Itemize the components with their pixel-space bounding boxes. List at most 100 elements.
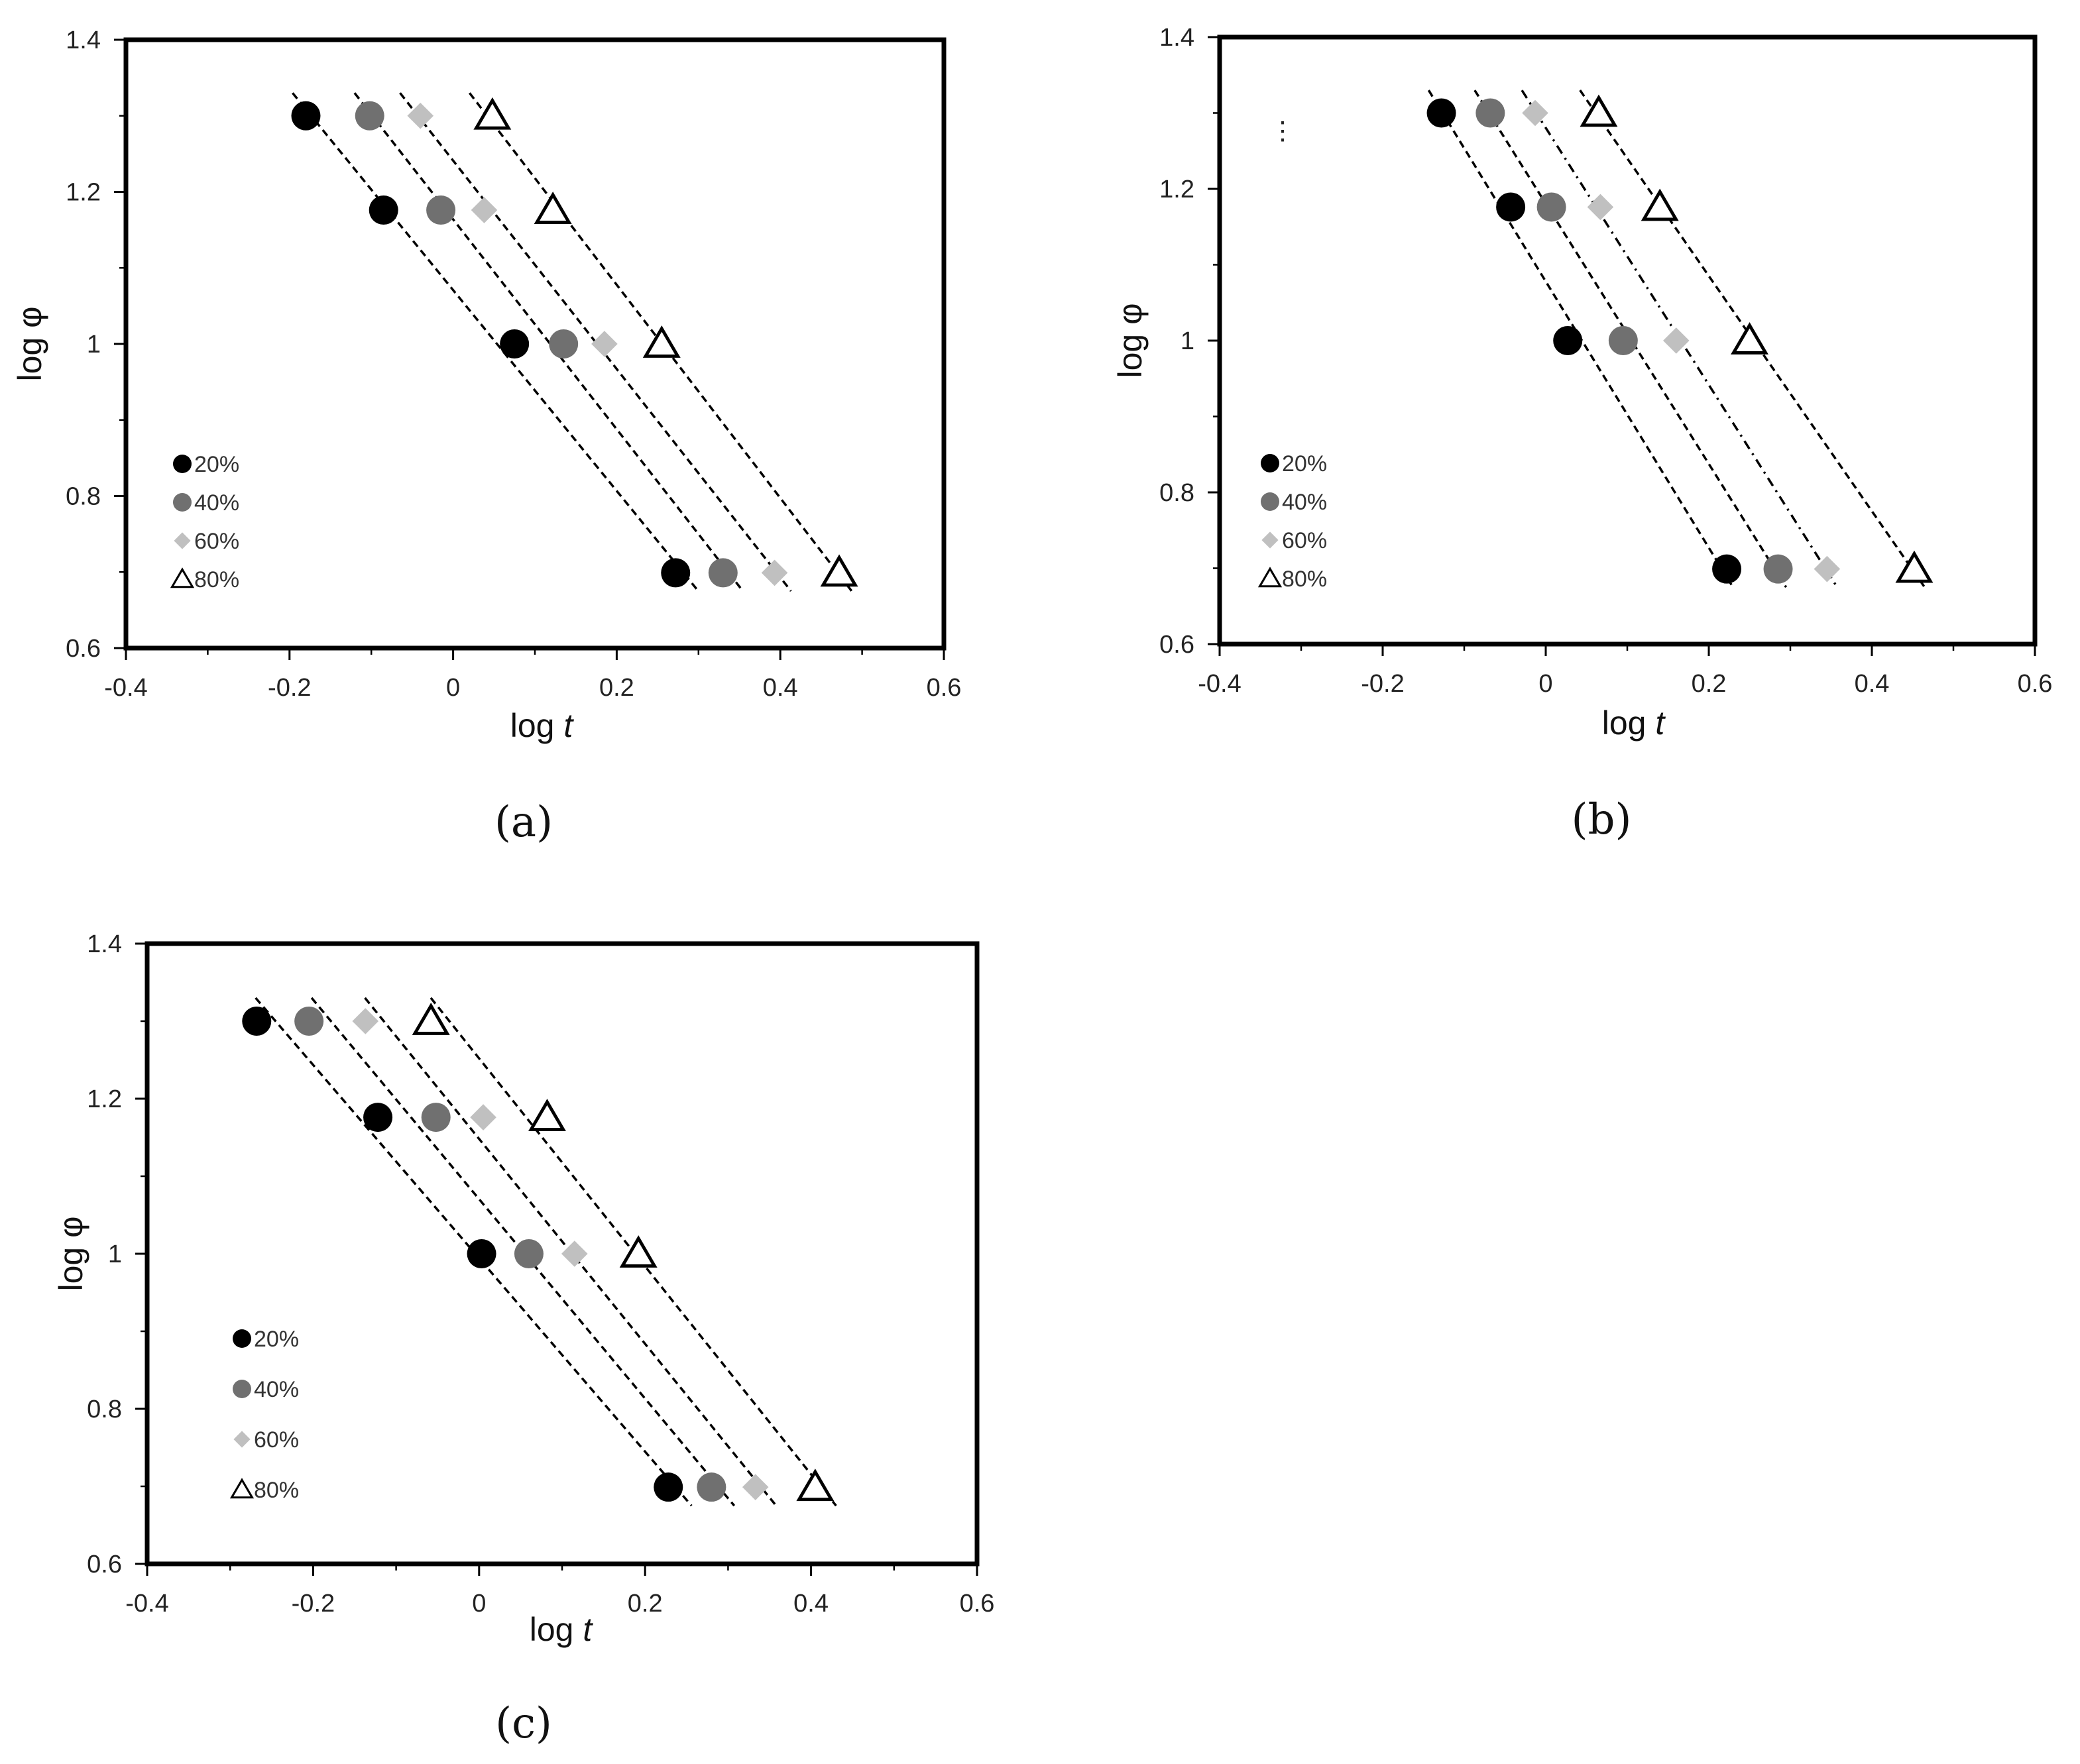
data-point-40pct — [708, 558, 738, 588]
x-axis-title: log t — [1602, 704, 1666, 742]
data-point-20pct — [467, 1239, 496, 1268]
data-point-60pct — [561, 1240, 588, 1267]
data-point-40pct — [1536, 192, 1566, 222]
x-tick-label: 0.2 — [599, 674, 634, 702]
legend-label: 20% — [1282, 451, 1327, 476]
y-tick-label: 1 — [1181, 327, 1194, 355]
x-axis-title-variable: t — [583, 1611, 593, 1648]
data-point-80pct — [796, 1468, 835, 1502]
x-tick-label: -0.4 — [104, 674, 147, 702]
legend-label: 40% — [254, 1377, 299, 1402]
x-tick-label: 0.4 — [793, 1590, 829, 1618]
y-tick-label: 1 — [87, 331, 101, 358]
y-tick-label: 1.2 — [1159, 176, 1194, 203]
y-axis-title: log φ — [11, 306, 48, 381]
y-tick-label: 1.2 — [66, 179, 101, 207]
y-tick-label: 1.4 — [66, 27, 101, 54]
x-tick-label: 0.6 — [2018, 670, 2053, 698]
data-point-60pct — [407, 102, 434, 129]
panel-label: (c) — [495, 1699, 552, 1748]
legend-label: 20% — [254, 1327, 299, 1352]
legend-label: 40% — [1282, 490, 1327, 515]
legend-label: 40% — [194, 490, 239, 516]
data-point-80pct — [1641, 188, 1679, 221]
data-point-80pct — [1580, 94, 1618, 127]
data-point-40pct — [549, 329, 579, 358]
x-tick-label: 0.4 — [1855, 670, 1890, 698]
y-tick-label: 0.6 — [1159, 631, 1194, 659]
data-point-40pct — [294, 1007, 324, 1036]
x-tick-label: 0.2 — [628, 1590, 663, 1618]
y-tick-label: 1.4 — [87, 930, 122, 958]
data-point-20pct — [369, 195, 398, 225]
data-point-60pct — [1522, 99, 1548, 127]
x-tick-label: 0 — [1538, 670, 1552, 698]
data-point-80pct — [820, 554, 858, 587]
data-point-20pct — [291, 101, 321, 131]
x-axis-title-prefix: log — [510, 707, 564, 744]
data-point-80pct — [1895, 550, 1934, 583]
data-point-80pct — [1731, 322, 1768, 355]
data-point-60pct — [471, 197, 498, 223]
y-tick-label: 0.8 — [87, 1396, 122, 1423]
panel-label: (a) — [494, 798, 553, 847]
y-tick-label: 0.8 — [1159, 479, 1194, 507]
data-point-80pct — [473, 97, 512, 130]
data-point-60pct — [352, 1008, 379, 1034]
y-axis-title: log φ — [1112, 303, 1149, 378]
data-point-40pct — [355, 101, 384, 131]
legend-label: 60% — [1282, 528, 1327, 553]
legend-label: 60% — [254, 1427, 299, 1453]
annotation-text: ⋮ — [1270, 117, 1295, 145]
legend-marker-20pct — [233, 1329, 251, 1348]
y-tick-label: 0.8 — [66, 483, 101, 511]
legend-marker-60pct — [174, 532, 191, 549]
data-point-40pct — [426, 195, 456, 225]
data-point-20pct — [363, 1103, 393, 1132]
legend-marker-80pct — [229, 1478, 255, 1499]
y-tick-label: 1.2 — [87, 1085, 122, 1113]
data-point-60pct — [1663, 327, 1690, 354]
data-point-40pct — [697, 1472, 726, 1502]
data-point-80pct — [528, 1099, 566, 1131]
data-point-60pct — [591, 331, 618, 357]
y-tick-label: 0.6 — [87, 1551, 122, 1578]
x-tick-label: -0.4 — [125, 1590, 168, 1618]
x-tick-label: 0.6 — [960, 1590, 995, 1618]
legend-marker-20pct — [1261, 454, 1279, 472]
x-axis-title-prefix: log — [530, 1611, 583, 1648]
data-point-60pct — [761, 559, 788, 586]
data-point-20pct — [661, 558, 691, 588]
legend-label: 80% — [1282, 567, 1327, 592]
legend-marker-80pct — [170, 567, 195, 588]
y-axis-title: log φ — [52, 1216, 89, 1291]
data-point-40pct — [1608, 326, 1638, 355]
data-point-60pct — [1587, 193, 1614, 221]
legend-label: 80% — [194, 567, 239, 592]
x-tick-label: -0.2 — [1361, 670, 1404, 698]
data-point-80pct — [619, 1235, 658, 1268]
data-point-60pct — [1814, 555, 1841, 582]
x-tick-label: -0.2 — [268, 674, 311, 702]
data-point-20pct — [500, 329, 530, 358]
data-point-40pct — [421, 1103, 451, 1132]
legend-marker-60pct — [233, 1431, 251, 1448]
legend-marker-80pct — [1257, 567, 1283, 588]
y-tick-label: 1 — [108, 1240, 122, 1268]
legend-label: 20% — [194, 452, 239, 477]
data-point-20pct — [1496, 192, 1526, 222]
x-tick-label: 0 — [446, 674, 460, 702]
y-tick-label: 1.4 — [1159, 24, 1194, 52]
trendline-20pct — [292, 92, 699, 592]
legend-marker-60pct — [1261, 531, 1279, 549]
x-axis-title: log t — [510, 707, 575, 744]
data-point-40pct — [1475, 98, 1505, 128]
data-point-60pct — [742, 1474, 769, 1500]
x-axis-title-prefix: log — [1602, 704, 1656, 742]
panel-label: (b) — [1572, 795, 1632, 844]
trendline-40pct — [310, 997, 736, 1507]
legend-label: 60% — [194, 529, 239, 554]
x-tick-label: -0.4 — [1198, 670, 1241, 698]
